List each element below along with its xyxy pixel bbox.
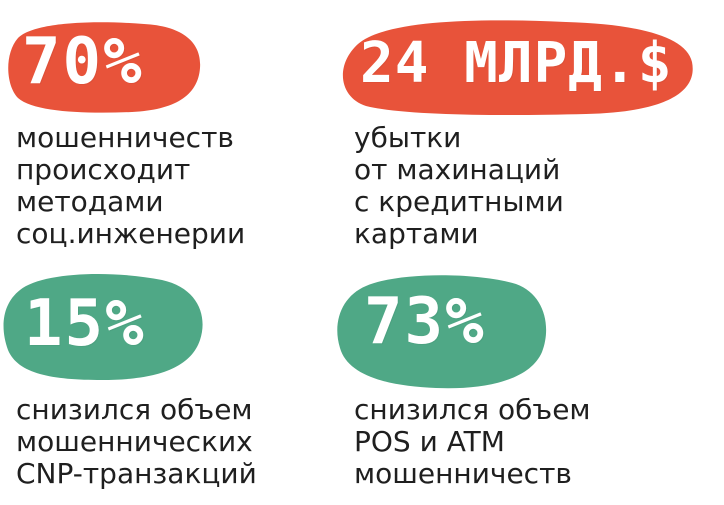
- stat-description-line: мошенничеств: [354, 457, 572, 490]
- stat-description-line: POS и ATM: [354, 425, 505, 458]
- stat-card-social-engineering: 70% мошенничеств происходит методами соц…: [0, 0, 340, 250]
- stat-description-line: с кредитными: [354, 185, 564, 218]
- stat-card-pos-atm-fraud: 73% снизился объем POS и ATM мошенничест…: [330, 262, 724, 505]
- stat-description-line: снизился объем: [16, 393, 253, 426]
- stat-description-line: происходит: [16, 153, 191, 186]
- stat-description-line: методами: [16, 185, 164, 218]
- stat-description-line: от махинаций: [354, 153, 561, 186]
- green-blob-shape: [3, 274, 203, 380]
- stat-value: 24 МЛРД.$: [360, 31, 673, 96]
- orange-blob-shape: [8, 22, 201, 113]
- stat-description-line: CNP-транзакций: [16, 457, 257, 490]
- stat-value: 15%: [24, 287, 146, 361]
- stat-value: 70%: [22, 25, 144, 99]
- stat-description-line: картами: [354, 217, 479, 250]
- green-blob-shape: [337, 275, 547, 389]
- orange-blob-shape: [342, 20, 693, 116]
- stat-description: снизился объем POS и ATM мошенничеств: [354, 394, 591, 490]
- stat-description-line: снизился объем: [354, 393, 591, 426]
- stat-description: снизился объем мошеннических CNP-транзак…: [16, 394, 257, 490]
- stat-card-cnp-transactions: 15% снизился объем мошеннических CNP-тра…: [0, 262, 340, 505]
- stat-description: мошенничеств происходит методами соц.инж…: [16, 122, 245, 250]
- stat-value: 73%: [364, 285, 486, 359]
- stat-description: убытки от махинаций с кредитными картами: [354, 122, 564, 250]
- stat-description-line: соц.инженерии: [16, 217, 246, 250]
- stat-description-line: мошеннических: [16, 425, 253, 458]
- stat-card-credit-card-losses: 24 МЛРД.$ убытки от махинаций с кредитны…: [330, 0, 724, 250]
- stat-description-line: убытки: [354, 121, 462, 154]
- stat-description-line: мошенничеств: [16, 121, 234, 154]
